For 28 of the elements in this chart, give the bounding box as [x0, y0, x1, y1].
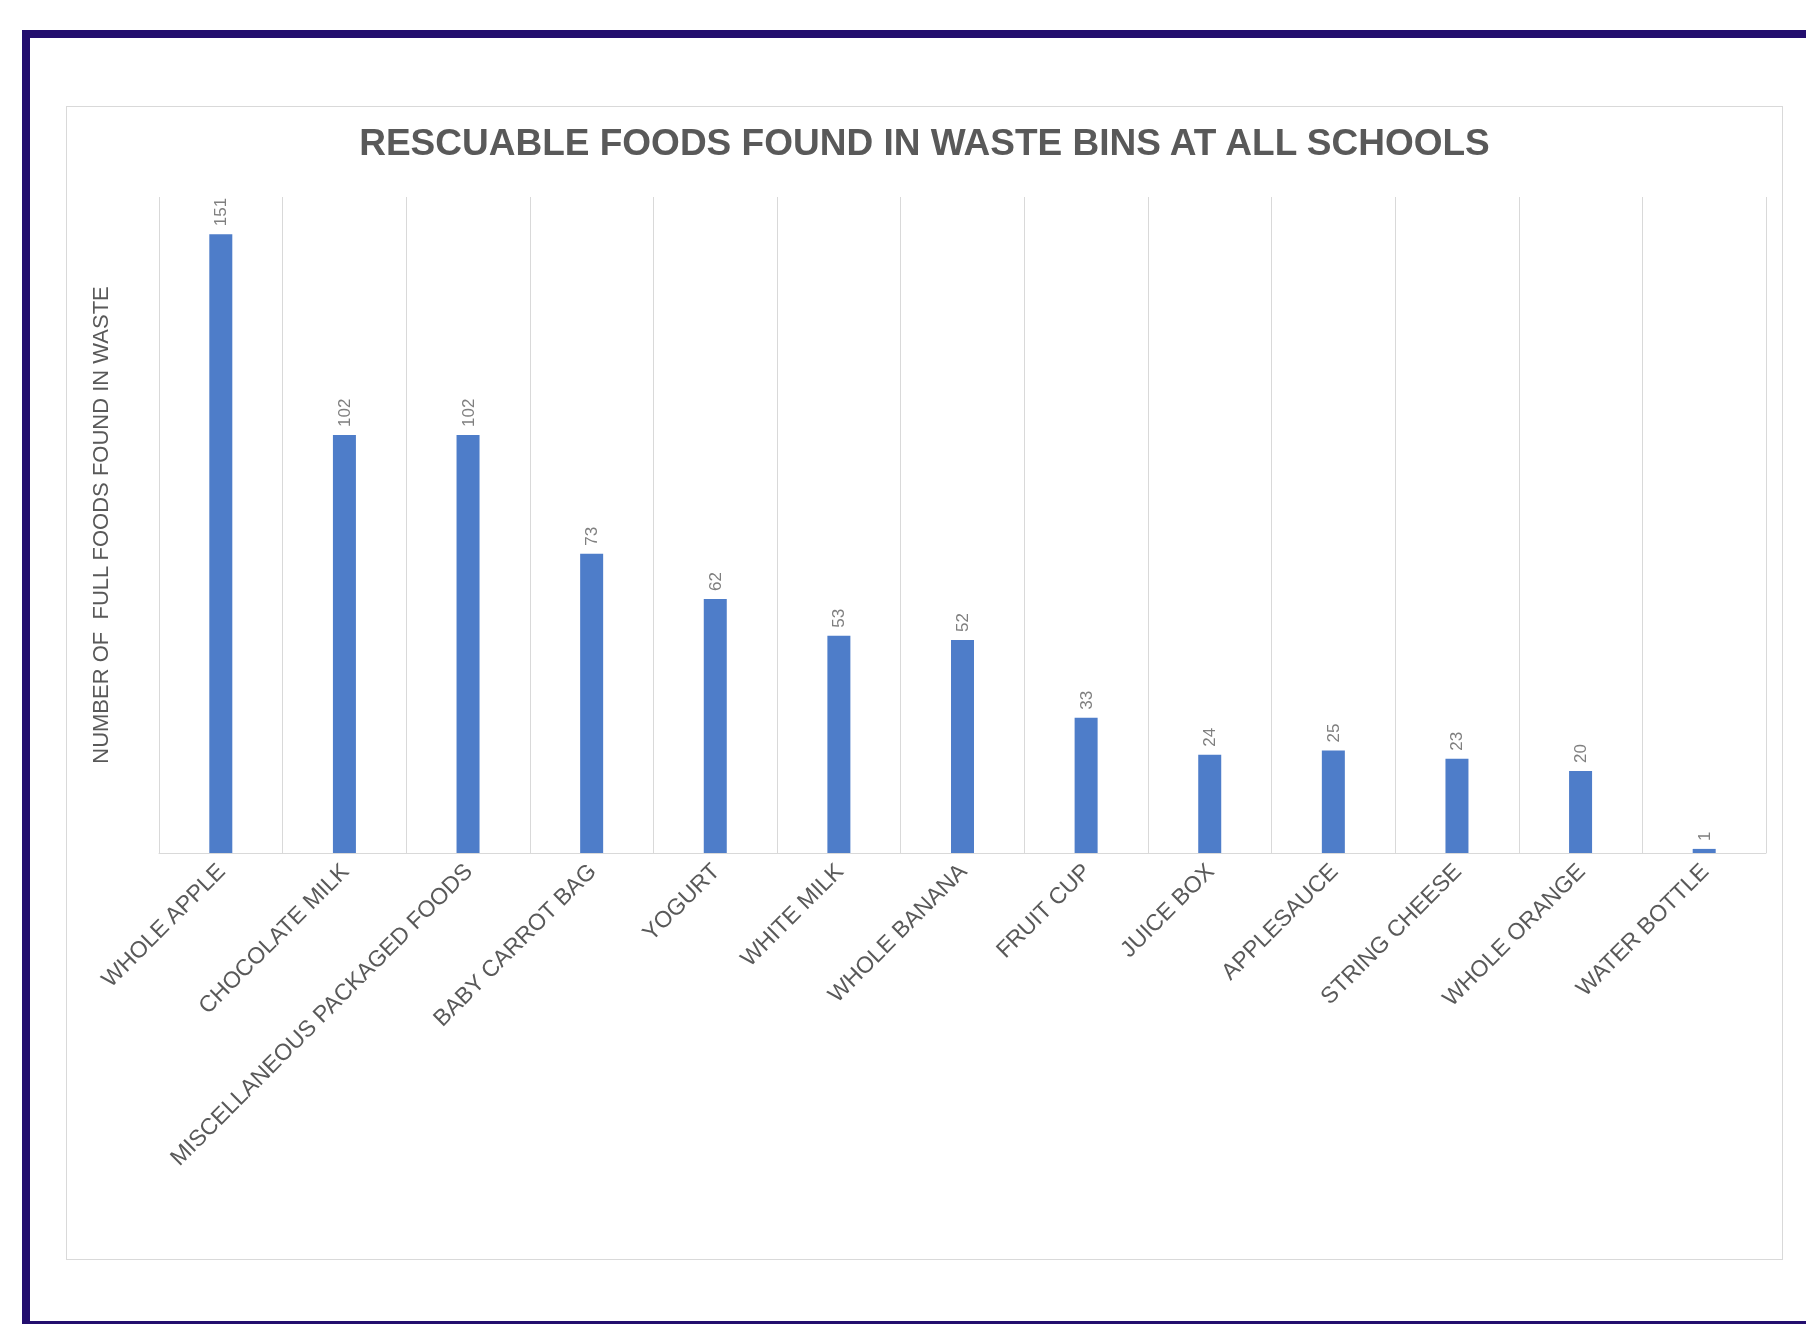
bar — [827, 635, 851, 853]
bar — [951, 639, 974, 853]
y-axis-title: NUMBER OF FULL FOODS FOUND IN WASTE — [87, 286, 113, 764]
bar — [456, 434, 480, 853]
data-label: 52 — [953, 612, 972, 632]
data-label: 62 — [705, 571, 725, 591]
data-label: 20 — [1571, 744, 1591, 764]
bar — [1569, 771, 1593, 853]
data-label: 102 — [334, 398, 354, 427]
data-label: 23 — [1447, 731, 1467, 751]
data-label: 33 — [1076, 690, 1096, 710]
bar — [1445, 758, 1469, 853]
bar — [703, 598, 727, 853]
bar — [580, 553, 604, 853]
data-label: 1 — [1694, 831, 1714, 841]
data-label: 151 — [211, 197, 231, 227]
data-label: 24 — [1200, 727, 1220, 747]
bar — [1074, 717, 1098, 853]
bar — [1321, 750, 1345, 853]
data-label: 73 — [582, 526, 602, 546]
bar — [1198, 754, 1222, 853]
bar — [209, 234, 233, 853]
data-label: 53 — [829, 608, 849, 628]
data-label: 102 — [458, 398, 478, 427]
data-label: 25 — [1323, 723, 1343, 743]
chart-title: RESCUABLE FOODS FOUND IN WASTE BINS AT ALL SCHOOLS — [359, 122, 1490, 163]
bar — [332, 434, 356, 853]
bar — [1692, 848, 1716, 853]
